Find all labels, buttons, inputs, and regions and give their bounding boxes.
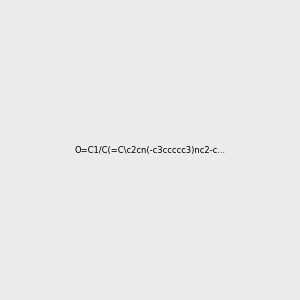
Text: O=C1/C(=C\c2cn(-c3ccccc3)nc2-c...: O=C1/C(=C\c2cn(-c3ccccc3)nc2-c... bbox=[74, 146, 226, 154]
